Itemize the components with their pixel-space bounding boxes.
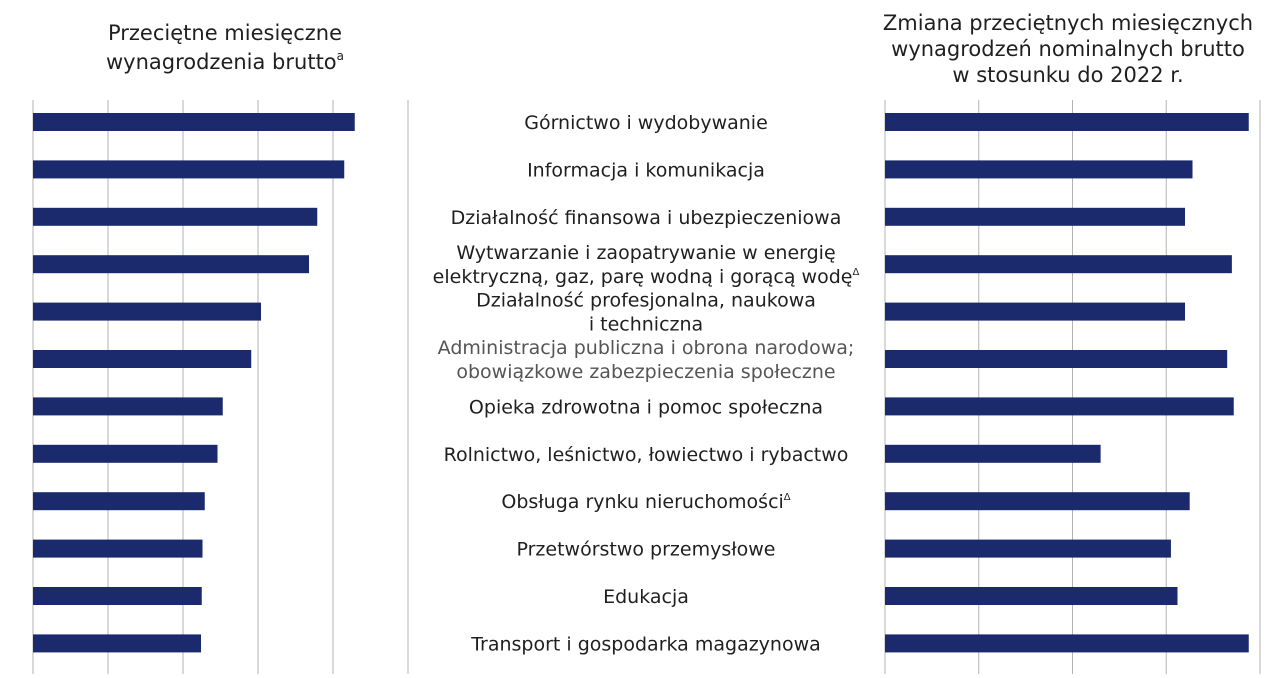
right-panel-bar (885, 350, 1228, 368)
right-panel-bar (885, 302, 1185, 321)
right-panel-bar (885, 587, 1178, 605)
category-label: Rolnictwo, leśnictwo, łowiectwo i rybact… (444, 444, 849, 466)
right-panel-bar (885, 444, 1101, 463)
left-panel-bar (33, 539, 203, 558)
category-label-marker: Δ (784, 492, 791, 503)
left-panel-bar (33, 587, 202, 605)
left-panel-bar (33, 302, 261, 321)
right-panel-title: wynagrodzeń nominalnych brutto (891, 37, 1245, 61)
left-panel-bar (33, 255, 309, 274)
category-label: Transport i gospodarka magazynowa (470, 633, 821, 655)
right-panel-bar (885, 207, 1185, 226)
right-panel-bar (885, 492, 1190, 511)
category-label: i techniczna (589, 314, 703, 336)
category-label: elektryczną, gaz, parę wodną i gorącą wo… (433, 266, 860, 288)
right-panel-bar (885, 634, 1249, 653)
category-label: Przetwórstwo przemysłowe (516, 539, 775, 561)
left-panel-title: Przeciętne miesięczne (108, 21, 342, 45)
left-panel-bar (33, 397, 223, 416)
right-panel-title: Zmiana przeciętnych miesięcznych (883, 11, 1253, 35)
left-panel-bar (33, 113, 355, 131)
left-panel-bar (33, 444, 218, 463)
right-panel-bar (885, 397, 1234, 416)
left-panel-bar (33, 634, 201, 653)
category-label-marker: Δ (852, 267, 859, 278)
right-panel-bar (885, 255, 1232, 274)
right-panel-bar (885, 113, 1249, 131)
category-label: Opieka zdrowotna i pomoc społeczna (469, 396, 823, 418)
left-panel-title-superscript: a (337, 49, 344, 63)
left-panel-bar (33, 350, 252, 368)
category-label: Informacja i komunikacja (527, 159, 765, 181)
left-panel-bar (33, 207, 318, 226)
left-panel-bar (33, 492, 205, 511)
right-panel-bar (885, 539, 1171, 558)
left-panel-bar (33, 160, 345, 179)
category-label: obowiązkowe zabezpieczenia społeczne (456, 361, 835, 383)
category-label: Obsługa rynku nieruchomościΔ (501, 491, 790, 513)
category-label: Działalność profesjonalna, naukowa (476, 290, 816, 312)
category-label: Administracja publiczna i obrona narodow… (438, 337, 855, 359)
category-label: Edukacja (603, 586, 689, 608)
left-panel-title: wynagrodzenia bruttoa (106, 49, 344, 74)
right-panel-title: w stosunku do 2022 r. (952, 63, 1183, 87)
category-label: Wytwarzanie i zaopatrywanie w energię (456, 242, 835, 264)
category-label: Górnictwo i wydobywanie (524, 112, 768, 134)
right-panel-bar (885, 160, 1193, 179)
category-label: Działalność finansowa i ubezpieczeniowa (451, 207, 842, 229)
